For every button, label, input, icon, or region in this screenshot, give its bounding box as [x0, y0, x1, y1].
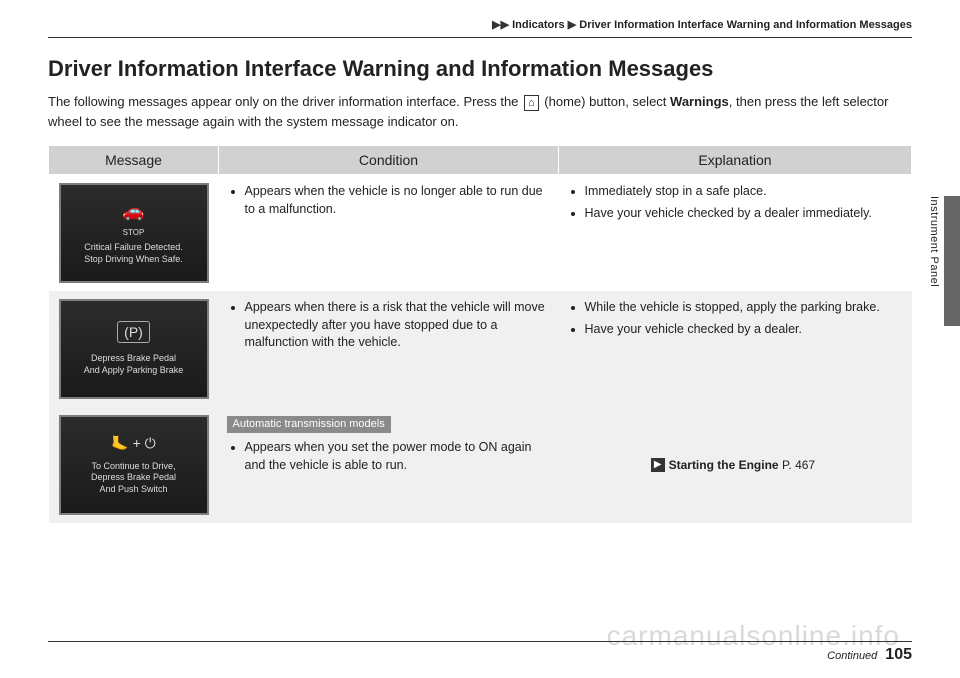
- page-footer: Continued 105: [48, 641, 912, 664]
- breadcrumb: ▶▶ Indicators ▶ Driver Information Inter…: [48, 18, 912, 38]
- table-row: 🚗 STOP Critical Failure Detected. Stop D…: [49, 175, 912, 292]
- breadcrumb-part2: Driver Information Interface Warning and…: [579, 19, 912, 31]
- brake-push-icon: 🦶 + ⏻: [111, 434, 155, 452]
- continued-label: Continued: [827, 650, 877, 662]
- breadcrumb-prefix: ▶▶: [492, 19, 509, 31]
- stop-icon: 🚗: [122, 200, 144, 223]
- intro-text: The following messages appear only on th…: [48, 92, 912, 131]
- dash-display: 🚗 STOP Critical Failure Detected. Stop D…: [59, 183, 209, 283]
- cross-reference: ▶ Starting the Engine P. 467: [567, 457, 900, 474]
- explanation-list: Immediately stop in a safe place. Have y…: [567, 183, 900, 222]
- col-message: Message: [49, 146, 219, 175]
- side-tab: [944, 196, 960, 326]
- home-icon: ⌂: [524, 95, 539, 111]
- dash-display: 🦶 + ⏻ To Continue to Drive, Depress Brak…: [59, 415, 209, 515]
- xref-arrow-icon: ▶: [651, 458, 665, 472]
- breadcrumb-sep: ▶: [568, 19, 576, 31]
- condition-list: Appears when you set the power mode to O…: [227, 439, 547, 474]
- breadcrumb-part1: Indicators: [512, 19, 565, 31]
- col-explanation: Explanation: [559, 146, 912, 175]
- table-row: 🦶 + ⏻ To Continue to Drive, Depress Brak…: [49, 407, 912, 523]
- condition-list: Appears when the vehicle is no longer ab…: [227, 183, 547, 218]
- table-row: (P) Depress Brake Pedal And Apply Parkin…: [49, 291, 912, 407]
- page-number: 105: [885, 646, 912, 664]
- col-condition: Condition: [219, 146, 559, 175]
- parking-icon: (P): [117, 321, 150, 343]
- model-tag: Automatic transmission models: [227, 416, 391, 433]
- explanation-list: While the vehicle is stopped, apply the …: [567, 299, 900, 338]
- messages-table: Message Condition Explanation 🚗 STOP Cri…: [48, 145, 912, 523]
- section-label: Instrument Panel: [926, 196, 940, 287]
- page-title: Driver Information Interface Warning and…: [48, 56, 912, 82]
- condition-list: Appears when there is a risk that the ve…: [227, 299, 547, 352]
- dash-display: (P) Depress Brake Pedal And Apply Parkin…: [59, 299, 209, 399]
